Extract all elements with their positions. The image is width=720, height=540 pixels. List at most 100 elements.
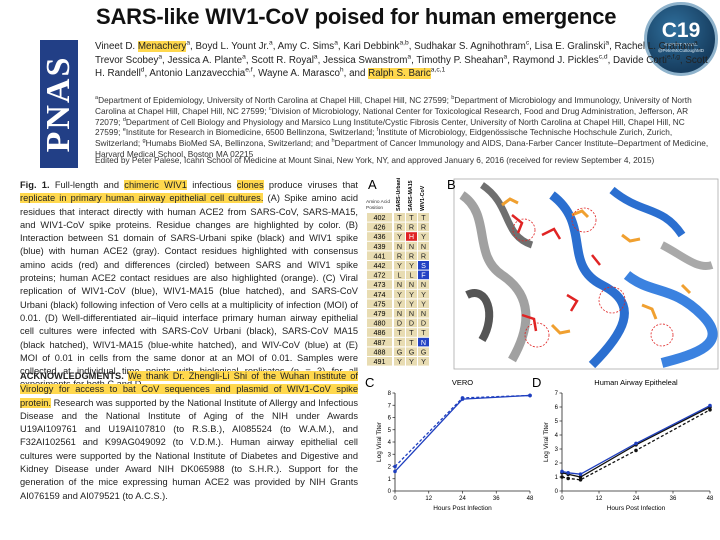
- x-tick-label: 36: [670, 496, 677, 502]
- table-cell: [367, 270, 392, 280]
- data-point: [578, 475, 583, 479]
- table-cell: [367, 241, 392, 251]
- position-cell: 480: [374, 319, 386, 328]
- x-tick-label: 0: [393, 496, 397, 502]
- residue-cell: [406, 289, 417, 299]
- position-cell: 474: [374, 290, 386, 299]
- residue: L: [410, 271, 414, 280]
- residue-cell: [418, 232, 429, 241]
- residue-cell: [406, 337, 417, 347]
- data-point: [560, 475, 564, 479]
- superscript: h: [339, 66, 344, 74]
- y-tick-label: 2: [555, 461, 559, 467]
- text-run: chimeric WIV1: [124, 180, 187, 190]
- position-cell: 491: [374, 357, 386, 366]
- residue: R: [409, 223, 414, 232]
- text-run: Institute for Research in Biomedicine, 6…: [125, 127, 377, 138]
- badge-line: @PeterMcCulloughMD: [657, 48, 705, 53]
- table-cell: [367, 280, 392, 289]
- residue-cell: [394, 309, 405, 318]
- text-run: Department of Epidemiology, University o…: [98, 95, 452, 105]
- y-tick-label: 3: [388, 452, 392, 458]
- superscript: c: [268, 106, 272, 113]
- residue-cell: [394, 357, 405, 366]
- residue: Y: [397, 290, 402, 299]
- data-point: [634, 441, 638, 446]
- superscript: e,f,g: [666, 53, 680, 61]
- text-run: Vineet D.: [95, 41, 138, 52]
- text-run: Humabs BioMed SA, Bellinzona, Switzerlan…: [145, 138, 332, 149]
- residue-cell: [406, 309, 417, 318]
- residue-cell: [394, 328, 405, 337]
- affiliations: aDepartment of Epidemiology, University …: [95, 95, 710, 160]
- badge-line: EXPERT PANEL: [664, 42, 698, 47]
- residue-cell: [418, 328, 429, 337]
- y-axis-label: Log Viral Titer: [543, 421, 550, 462]
- residue: L: [398, 271, 402, 280]
- residue-cell: [418, 213, 429, 222]
- residue: Y: [409, 299, 414, 308]
- series-line: [394, 394, 531, 472]
- position-cell: 486: [374, 328, 386, 337]
- x-tick-label: 24: [633, 496, 640, 502]
- residue-cell: [394, 280, 405, 289]
- superscript: h: [331, 138, 335, 145]
- data-point: [560, 469, 564, 474]
- residue: N: [409, 309, 414, 318]
- panel-label: B: [447, 177, 456, 192]
- residue: T: [409, 338, 414, 347]
- text-run: , Scott H. Randell: [95, 54, 708, 80]
- panel-label: C: [365, 375, 374, 390]
- column-header: Amino Acid: [366, 199, 390, 205]
- residue-cell: [394, 261, 405, 270]
- residue-cell: [406, 213, 417, 222]
- residue: Y: [409, 357, 414, 366]
- y-axis-label: Log Viral Titer: [376, 421, 383, 462]
- data-point: [393, 469, 397, 474]
- residue: N: [397, 242, 402, 251]
- superscript: a: [158, 53, 163, 61]
- residue-cell: [406, 280, 417, 289]
- superscript: b: [451, 95, 455, 102]
- y-tick-label: 7: [555, 391, 559, 397]
- structure-image: [453, 178, 719, 370]
- text-run: (A) Spike amino acid residues that inter…: [20, 193, 359, 389]
- series-line: [394, 394, 531, 467]
- residue-cell: [406, 357, 417, 366]
- residue-cell: [418, 299, 429, 308]
- superscript: a: [503, 53, 508, 61]
- superscript: d: [140, 66, 145, 74]
- position-cell: 441: [374, 251, 386, 260]
- data-point: [578, 478, 583, 482]
- residue: N: [421, 338, 426, 347]
- residue: F: [421, 271, 426, 280]
- y-tick-label: 4: [388, 440, 392, 446]
- residue-cell: [394, 299, 405, 308]
- position-cell: 475: [374, 299, 386, 308]
- table-cell: [367, 309, 392, 318]
- residue: N: [421, 309, 426, 318]
- y-tick-label: 0: [555, 489, 559, 495]
- residue-cell: [418, 270, 429, 280]
- residue: D: [397, 319, 402, 328]
- residue-cell: [406, 251, 417, 260]
- residue: Y: [421, 299, 426, 308]
- text-run: produce viruses that: [263, 180, 358, 190]
- residue-cell: [394, 347, 405, 356]
- superscript: a: [313, 53, 318, 61]
- superscript: a: [605, 39, 610, 47]
- y-tick-label: 1: [555, 475, 559, 481]
- superscript: c: [525, 39, 530, 47]
- residue-cell: [394, 289, 405, 299]
- y-tick-label: 6: [388, 416, 392, 422]
- residue-cell: [406, 299, 417, 308]
- x-tick-label: 48: [707, 496, 714, 502]
- table-cell: [367, 232, 392, 241]
- residue-cell: [418, 309, 429, 318]
- residue-cell: [394, 232, 405, 241]
- residue: R: [421, 223, 426, 232]
- residue: T: [421, 213, 426, 222]
- x-tick-label: 0: [560, 496, 564, 502]
- residue: N: [421, 242, 426, 251]
- position-cell: 439: [374, 242, 386, 251]
